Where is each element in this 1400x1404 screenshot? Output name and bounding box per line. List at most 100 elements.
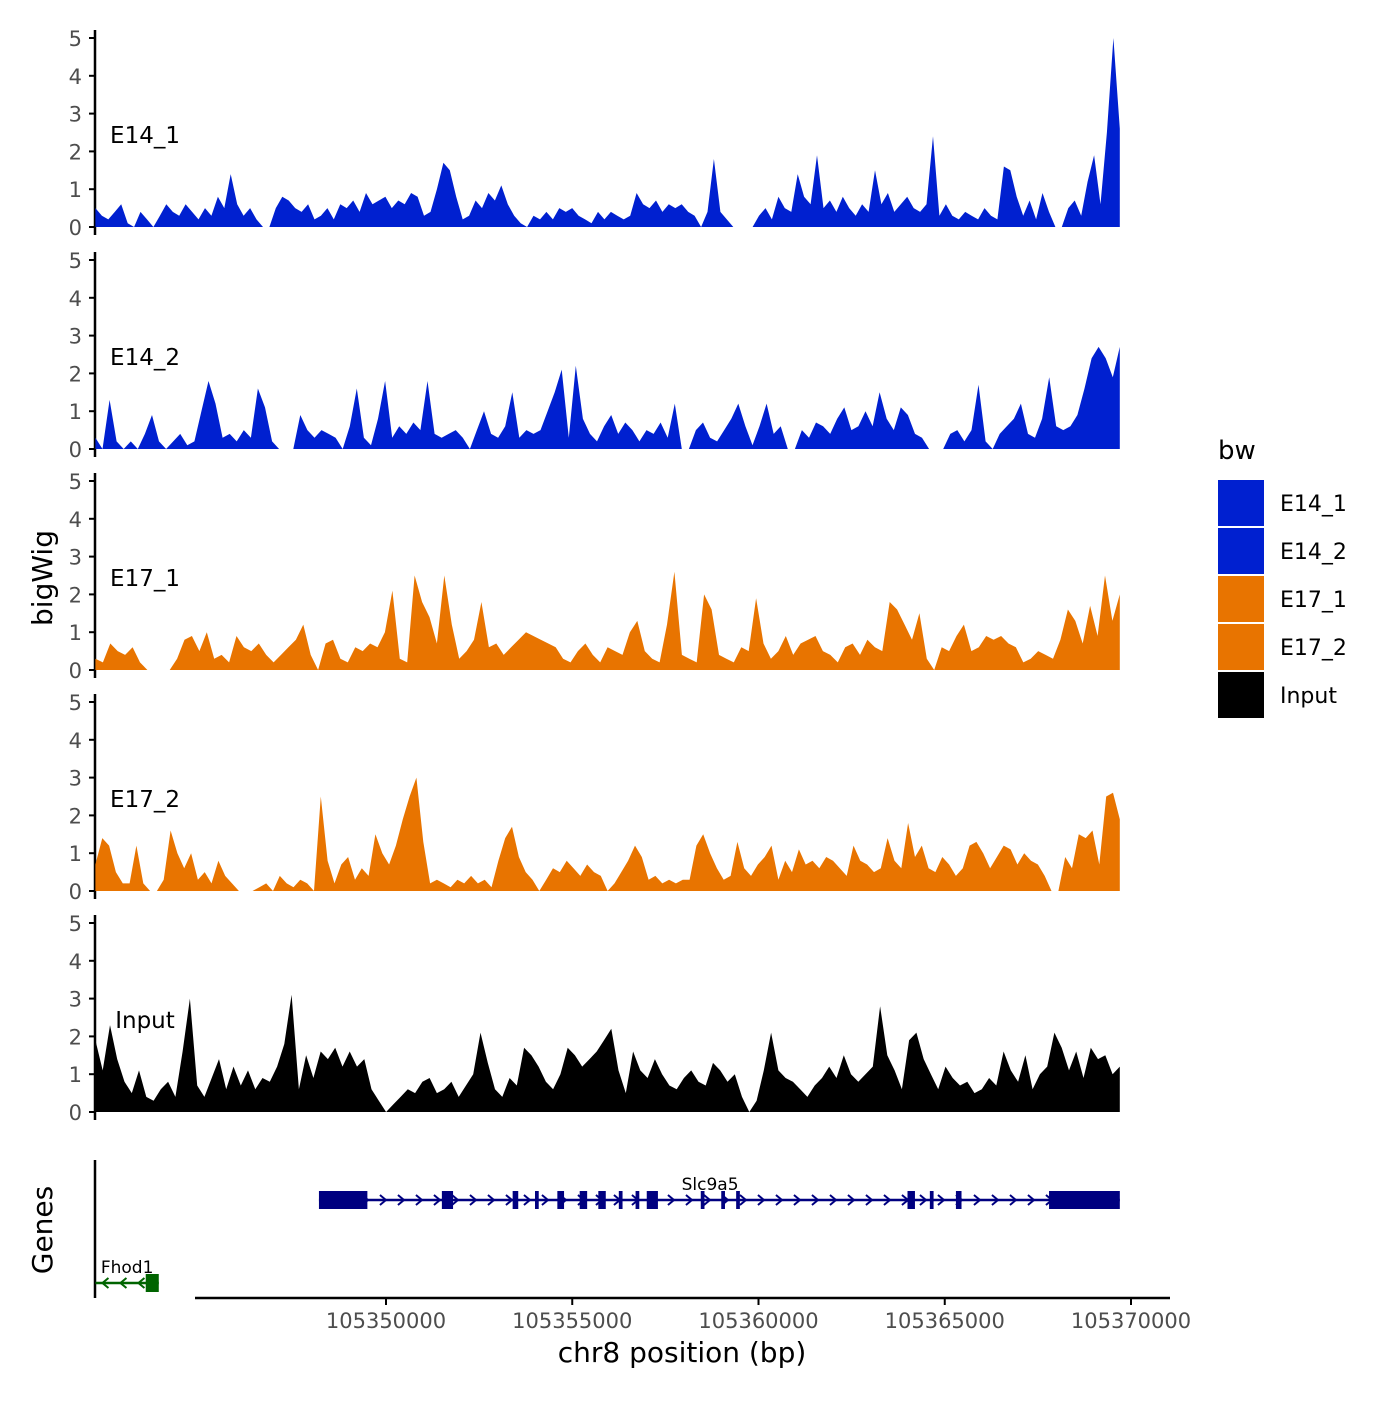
genes-axis-title: Genes — [26, 1186, 59, 1274]
exon — [441, 1191, 454, 1209]
strand-arrow — [775, 1194, 784, 1206]
genes-track: Slc9a5 Fhod1 — [93, 1160, 1120, 1298]
exon — [1049, 1191, 1120, 1209]
strand-arrow — [487, 1194, 496, 1206]
strand-arrow — [118, 1277, 128, 1289]
track-label: Input — [115, 1008, 175, 1034]
legend-item-input: Input — [1218, 672, 1337, 718]
exon — [646, 1191, 658, 1209]
y-tick-label: 5 — [69, 249, 82, 273]
strand-arrow — [865, 1194, 874, 1206]
strand-arrow — [1027, 1194, 1036, 1206]
legend-swatch — [1218, 480, 1264, 526]
strand-arrow — [973, 1194, 982, 1206]
y-tick-label: 0 — [69, 880, 82, 904]
strand-arrow — [1009, 1194, 1018, 1206]
exon — [535, 1191, 539, 1209]
coverage-area-input — [95, 994, 1120, 1112]
strand-arrow — [397, 1194, 406, 1206]
y-tick-label: 2 — [69, 1025, 82, 1049]
legend-swatch — [1218, 528, 1264, 574]
y-tick-label: 5 — [69, 470, 82, 494]
legend-swatch — [1218, 672, 1264, 718]
coverage-area-e17-2 — [95, 777, 1120, 891]
exon — [512, 1191, 519, 1209]
legend-label: E17_1 — [1280, 588, 1347, 613]
strand-arrow — [757, 1194, 766, 1206]
x-tick-label: 105365000 — [885, 1309, 1005, 1333]
x-axis: 105350000 105355000 105360000 105365000 1053… — [195, 1296, 1191, 1333]
track-e14-1: 0 1 2 3 4 5 E14_1 — [69, 27, 1120, 240]
y-tick-label: 1 — [69, 842, 82, 866]
legend-item-e14-1: E14_1 — [1218, 480, 1347, 526]
track-label: E14_1 — [110, 123, 180, 149]
track-label: E17_2 — [110, 787, 180, 813]
strand-arrow — [811, 1194, 820, 1206]
legend-swatch — [1218, 576, 1264, 622]
exon — [579, 1191, 588, 1209]
legend-item-e14-2: E14_2 — [1218, 528, 1347, 574]
strand-arrow — [451, 1194, 460, 1206]
strand-arrow — [829, 1194, 838, 1206]
strand-arrow — [415, 1194, 424, 1206]
y-tick-label: 1 — [69, 621, 82, 645]
legend-label: Input — [1280, 684, 1337, 709]
y-tick-label: 3 — [69, 103, 82, 127]
strand-arrow — [379, 1194, 388, 1206]
exon — [598, 1191, 606, 1209]
x-tick-label: 105360000 — [698, 1309, 818, 1333]
strand-arrow — [505, 1194, 514, 1206]
exon — [907, 1191, 915, 1209]
x-tick-label: 105355000 — [512, 1309, 632, 1333]
y-axis-title: bigWig — [26, 530, 59, 626]
legend-label: E14_1 — [1280, 492, 1347, 517]
strand-arrow — [541, 1194, 550, 1206]
coverage-area-e14-1 — [95, 38, 1120, 227]
strand-arrow — [523, 1194, 532, 1206]
x-tick-label: 105370000 — [1071, 1309, 1191, 1333]
y-tick-label: 2 — [69, 140, 82, 164]
gene-label: Slc9a5 — [682, 1175, 739, 1195]
x-axis-title: chr8 position (bp) — [558, 1336, 807, 1369]
legend-title: bw — [1218, 436, 1256, 466]
exon — [700, 1191, 705, 1209]
strand-arrow — [100, 1277, 110, 1289]
gene-label: Fhod1 — [101, 1258, 154, 1278]
y-tick-label: 1 — [69, 178, 82, 202]
coverage-area-e17-1 — [95, 571, 1120, 670]
y-tick-label: 0 — [69, 659, 82, 683]
exon — [145, 1274, 159, 1292]
strand-arrow — [991, 1194, 1000, 1206]
exon — [721, 1191, 725, 1209]
strand-arrow — [919, 1194, 928, 1206]
strand-arrow — [703, 1194, 712, 1206]
y-tick-label: 2 — [69, 583, 82, 607]
coverage-tracks: 0 1 2 3 4 5 E14_1 0 1 2 3 4 5 E14_2 0 1 2 3 4 5 E17_1 0 1 2 3 4 5 E… — [69, 27, 1120, 1125]
track-label: E14_2 — [110, 345, 180, 371]
exon — [557, 1191, 565, 1209]
strand-arrow — [469, 1194, 478, 1206]
legend: bw E14_1 E14_2 E17_1 E17_2 Input — [1218, 436, 1347, 718]
x-tick-label: 105350000 — [326, 1309, 446, 1333]
track-input: 0 1 2 3 4 5 Input — [69, 912, 1120, 1125]
gene-slc9a5: Slc9a5 — [318, 1175, 1120, 1209]
y-tick-label: 5 — [69, 691, 82, 715]
exon — [736, 1191, 740, 1209]
y-tick-label: 4 — [69, 950, 82, 974]
strand-arrow — [136, 1277, 146, 1289]
track-e17-2: 0 1 2 3 4 5 E17_2 — [69, 691, 1120, 904]
exon — [955, 1191, 962, 1209]
legend-label: E17_2 — [1280, 636, 1347, 661]
legend-label: E14_2 — [1280, 540, 1347, 565]
strand-arrow — [685, 1194, 694, 1206]
track-e14-2: 0 1 2 3 4 5 E14_2 — [69, 249, 1120, 462]
legend-item-e17-1: E17_1 — [1218, 576, 1347, 622]
y-tick-label: 1 — [69, 400, 82, 424]
exon — [929, 1191, 934, 1209]
exon — [635, 1191, 640, 1209]
y-tick-label: 0 — [69, 216, 82, 240]
exon — [318, 1191, 368, 1209]
y-tick-label: 1 — [69, 1063, 82, 1087]
